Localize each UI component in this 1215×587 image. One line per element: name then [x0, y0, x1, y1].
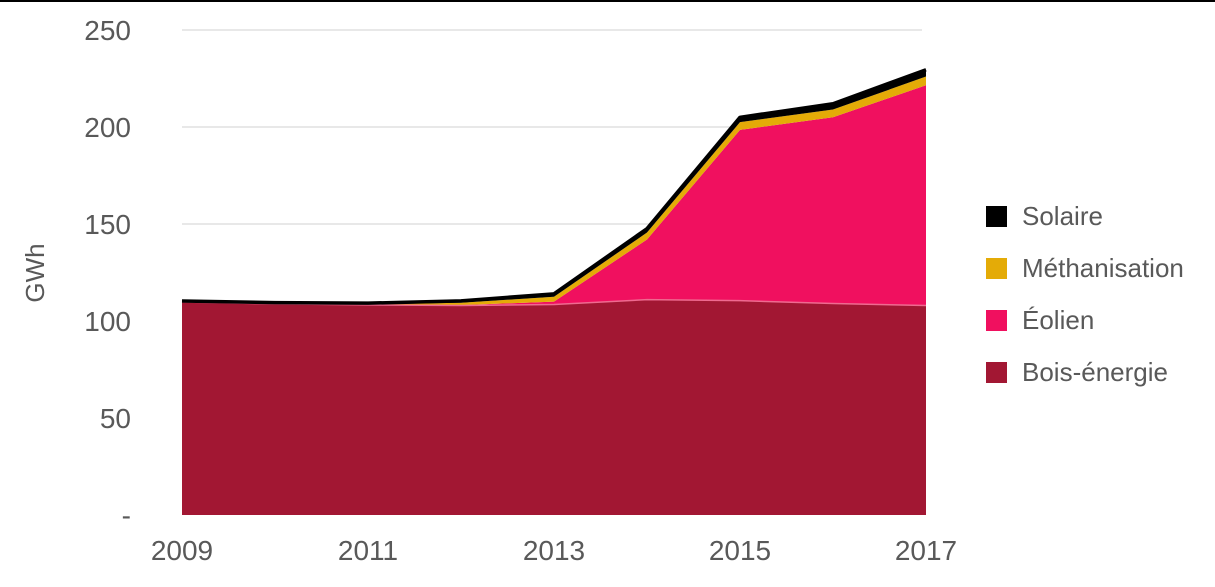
y-tick-label-200: 200 [84, 112, 131, 143]
legend-label-bois-energie: Bois-énergie [1022, 356, 1168, 387]
legend-label-methanisation: Méthanisation [1022, 252, 1184, 283]
legend-item-bois-energie: Bois-énergie [986, 356, 1184, 388]
figure-top-border [0, 0, 1215, 2]
y-tick-label-100: 100 [84, 306, 131, 337]
legend-item-methanisation: Méthanisation [986, 252, 1184, 284]
legend: Solaire Méthanisation Éolien Bois-énergi… [986, 200, 1184, 388]
legend-item-solaire: Solaire [986, 200, 1184, 232]
y-tick-label-250: 250 [84, 15, 131, 46]
y-axis-title: GWh [20, 243, 50, 302]
legend-swatch-methanisation [986, 257, 1007, 279]
legend-label-solaire: Solaire [1022, 200, 1103, 231]
legend-swatch-solaire [986, 205, 1007, 227]
y-tick-label--: - [122, 500, 131, 531]
area-bois-energie [182, 299, 926, 515]
x-tick-label-2011: 2011 [338, 535, 398, 566]
x-tick-label-2015: 2015 [709, 535, 771, 566]
legend-swatch-bois-energie [986, 361, 1007, 383]
legend-swatch-eolien [986, 309, 1007, 331]
legend-item-eolien: Éolien [986, 304, 1184, 336]
x-tick-label-2009: 2009 [151, 535, 213, 566]
legend-label-eolien: Éolien [1022, 304, 1095, 335]
x-tick-label-2017: 2017 [895, 535, 957, 566]
total-outline [181, 68, 927, 305]
x-tick-label-2013: 2013 [523, 535, 585, 566]
area-eolien [182, 85, 926, 306]
y-tick-label-150: 150 [84, 209, 131, 240]
y-tick-label-50: 50 [100, 403, 131, 434]
